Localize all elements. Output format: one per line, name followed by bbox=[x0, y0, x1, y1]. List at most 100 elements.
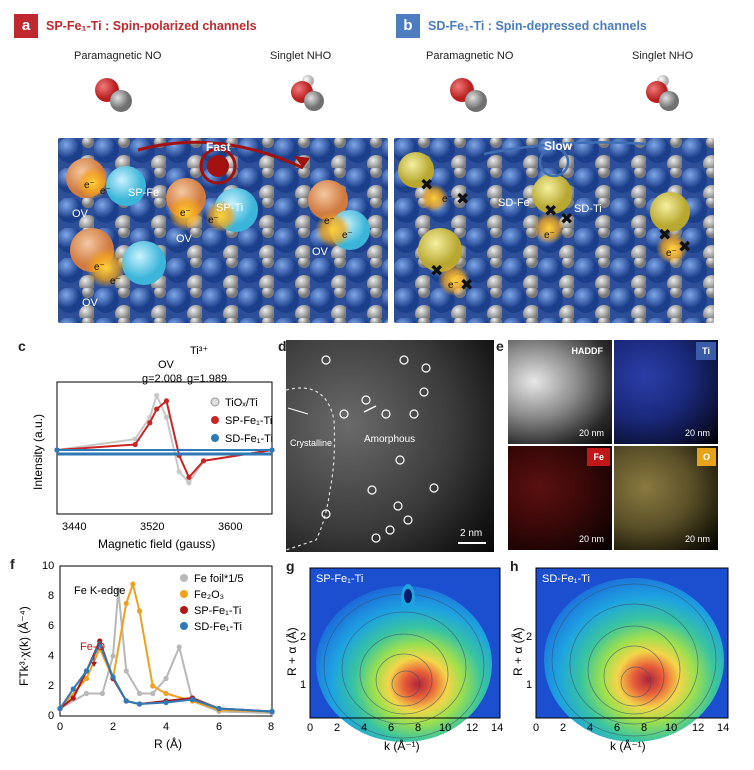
series-point bbox=[186, 474, 192, 480]
haddf-tag: HADDF bbox=[571, 346, 604, 356]
fe-o-annot: Fe-O bbox=[80, 641, 106, 653]
series-point bbox=[150, 683, 156, 689]
contour-xtick: 12 bbox=[466, 722, 478, 734]
contour-xtick: 10 bbox=[665, 722, 677, 734]
epr-tick: 3440 bbox=[62, 521, 86, 533]
series-point bbox=[110, 674, 116, 680]
crystalline-label: Crystalline bbox=[290, 438, 333, 448]
panel-b-reactant: Paramagnetic NO bbox=[426, 50, 514, 62]
series-point bbox=[132, 436, 138, 442]
scene-a: Fast OV SP-Fe SP-Ti OV OV OV e⁻ e⁻ e⁻ e⁻… bbox=[58, 138, 388, 323]
exafs-xticks: 0 2 4 6 8 bbox=[57, 721, 274, 733]
series-point bbox=[189, 696, 196, 703]
h-label: SD-Fe₁-Ti bbox=[542, 573, 590, 585]
series-point bbox=[57, 705, 63, 712]
series-point bbox=[154, 406, 160, 412]
series-point bbox=[70, 686, 76, 692]
series-point bbox=[54, 447, 60, 453]
contour-xtick: 0 bbox=[307, 722, 313, 734]
electron-label: e⁻ bbox=[448, 280, 459, 291]
legend-sp: SP-Fe₁-Ti bbox=[225, 415, 272, 427]
panel-a-reactant: Paramagnetic NO bbox=[74, 50, 162, 62]
contour-xtick: 8 bbox=[641, 722, 647, 734]
series-point bbox=[136, 608, 143, 614]
legend-sd: SD-Fe₁-Ti bbox=[225, 433, 273, 445]
panel-b-title: SD-Fe₁-Ti : Spin-depressed channels bbox=[428, 19, 647, 33]
svg-text:0: 0 bbox=[57, 721, 63, 733]
fe-tag: Fe bbox=[587, 448, 610, 466]
svg-text:2: 2 bbox=[110, 721, 116, 733]
electron-label: e⁻ bbox=[180, 208, 191, 219]
series-point bbox=[115, 587, 121, 593]
svg-text:✖: ✖ bbox=[430, 263, 443, 280]
exafs-chart: 0 2 4 6 8 10 0 2 4 6 8 Fe K-edge Fe-O Fe foil*1… bbox=[16, 560, 275, 751]
scale-label: 20 nm bbox=[578, 534, 604, 544]
svg-text:✖: ✖ bbox=[678, 239, 691, 256]
contour-xtick: 12 bbox=[692, 722, 704, 734]
panel-d-letter: d bbox=[278, 338, 287, 354]
sd-fe-label: SD-Fe bbox=[498, 197, 530, 209]
contour-xtick: 8 bbox=[415, 722, 421, 734]
series-point bbox=[163, 398, 170, 404]
slow-label: Slow bbox=[544, 139, 573, 153]
exafs-yticks: 0 2 4 6 8 10 bbox=[42, 560, 54, 722]
epr-chart: OV g=2.008 Ti³⁺ g=1.989 TiOₓ/Ti SP-Fe₁-T… bbox=[31, 345, 275, 551]
series-point bbox=[130, 581, 136, 587]
fe-kedge: Fe K-edge bbox=[74, 585, 125, 597]
epr-ylabel: Intensity (a.u.) bbox=[31, 414, 45, 490]
svg-text:6: 6 bbox=[216, 721, 222, 733]
nho-molecule-a bbox=[291, 75, 324, 111]
series-point bbox=[110, 653, 116, 659]
epr-xlabel: Magnetic field (gauss) bbox=[98, 537, 215, 551]
panel-b-product: Singlet NHO bbox=[632, 50, 694, 62]
contour-xtick: 2 bbox=[560, 722, 566, 734]
sp-ti-label: SP-Ti bbox=[216, 202, 243, 214]
electron-label: e⁻ bbox=[110, 276, 121, 287]
ti-tile: Ti 20 nm bbox=[614, 340, 718, 444]
series-point bbox=[70, 695, 76, 701]
contour-xtick: 4 bbox=[587, 722, 593, 734]
svg-text:8: 8 bbox=[268, 721, 274, 733]
series-point bbox=[163, 699, 169, 706]
electron-label: e⁻ bbox=[208, 215, 219, 226]
electron-label: e⁻ bbox=[84, 180, 95, 191]
exafs-ylabel: FTk³·χ(k) (Å⁻⁴) bbox=[16, 606, 31, 686]
svg-text:10: 10 bbox=[42, 560, 54, 572]
series-point bbox=[200, 458, 207, 464]
svg-text:4: 4 bbox=[48, 650, 54, 662]
peak2-label: Ti³⁺ bbox=[190, 345, 208, 357]
scale-label: 20 nm bbox=[684, 534, 710, 544]
series-point bbox=[132, 441, 138, 448]
contour-xtick: 14 bbox=[491, 722, 503, 734]
electron-label: e⁻ bbox=[94, 262, 105, 273]
series-point bbox=[136, 701, 143, 707]
svg-text:4: 4 bbox=[163, 721, 169, 733]
ov-label-1: OV bbox=[72, 208, 89, 220]
series-point bbox=[83, 668, 90, 674]
series-point bbox=[99, 690, 105, 697]
panel-e-letter: e bbox=[496, 338, 504, 354]
electron-label: e⁻ bbox=[324, 216, 335, 227]
electron-label: e⁻ bbox=[442, 194, 453, 205]
legend-fefoil: Fe foil*1/5 bbox=[194, 573, 244, 585]
legend-sd: SD-Fe₁-Ti bbox=[194, 621, 242, 633]
series-point bbox=[186, 480, 192, 486]
sp-fe-label: SP-Fe bbox=[128, 187, 159, 199]
series-line-1 bbox=[59, 583, 273, 713]
series-point bbox=[136, 690, 143, 697]
svg-text:✖: ✖ bbox=[658, 227, 671, 244]
series-point bbox=[269, 708, 275, 715]
nho-molecule-b bbox=[646, 75, 679, 111]
series-point bbox=[163, 675, 169, 682]
series-point bbox=[150, 690, 156, 697]
amorphous-label: Amorphous bbox=[364, 434, 416, 445]
epr-tick: 3600 bbox=[218, 521, 242, 533]
series-point bbox=[163, 414, 170, 420]
contour-xtick: 14 bbox=[717, 722, 729, 734]
panel-a-badge: a bbox=[14, 14, 38, 38]
panel-c-letter: c bbox=[18, 338, 26, 354]
h-ylabel: R + α (Å) bbox=[510, 627, 525, 676]
series-point bbox=[154, 392, 160, 399]
panel-g-letter: g bbox=[286, 558, 295, 574]
ti-tag: Ti bbox=[696, 342, 716, 360]
